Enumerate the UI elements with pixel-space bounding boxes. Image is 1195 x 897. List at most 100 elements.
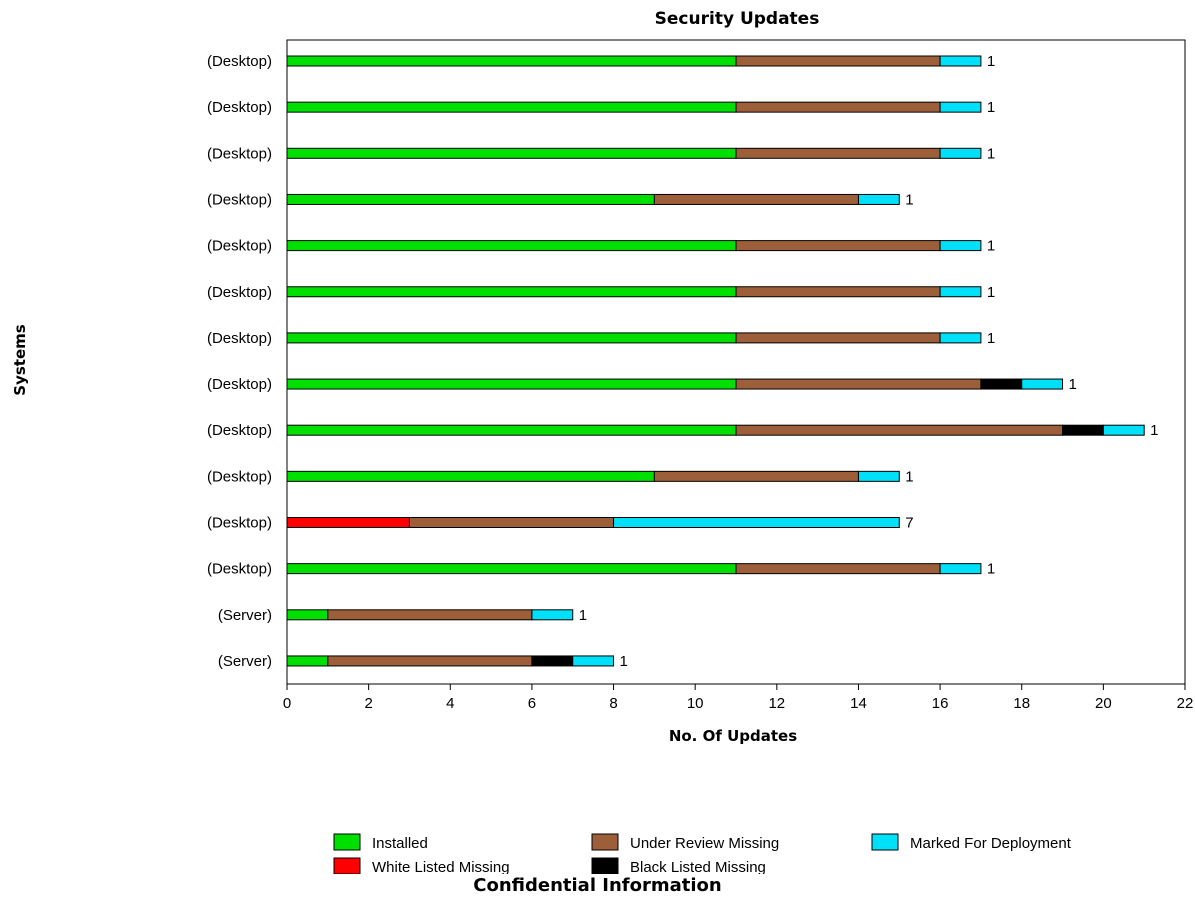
data-label: 1 [987, 53, 995, 70]
data-label: 1 [579, 607, 587, 624]
bar-segment-row-9-black-listed-missing [1062, 424, 1104, 436]
bar-segment-row-5-marked-for-deployment [939, 240, 982, 252]
bar-segment-row-2-under-review-missing [735, 101, 941, 113]
data-label: 1 [987, 284, 995, 301]
bar-segment-row-10-marked-for-deployment [857, 470, 900, 482]
category-label: (Desktop) [207, 191, 272, 208]
bar-segment-row-1-installed [286, 55, 737, 67]
x-tick-label: 22 [1177, 695, 1194, 712]
x-tick-label: 12 [768, 695, 785, 712]
bar-segment-row-3-marked-for-deployment [939, 147, 982, 159]
bar-segment-row-14-under-review-missing [327, 655, 533, 667]
x-tick-label: 10 [687, 695, 704, 712]
data-label: 1 [987, 99, 995, 116]
legend-label-marked-for-deployment: Marked For Deployment [910, 835, 1072, 852]
x-tick-label: 20 [1095, 695, 1112, 712]
bar-segment-row-10-under-review-missing [653, 470, 859, 482]
data-label: 7 [905, 515, 913, 532]
x-tick-label: 2 [364, 695, 372, 712]
bar-segment-row-11-under-review-missing [408, 517, 615, 528]
category-label: (Desktop) [207, 145, 272, 162]
category-label: (Desktop) [207, 515, 272, 532]
bar-segment-row-12-under-review-missing [735, 563, 941, 575]
bar-segment-row-3-installed [286, 147, 737, 159]
bar-segment-row-8-marked-for-deployment [1021, 378, 1064, 390]
bar-segment-row-7-marked-for-deployment [939, 332, 982, 344]
bar-segment-row-14-black-listed-missing [531, 655, 574, 667]
bar-segment-row-8-under-review-missing [735, 378, 982, 390]
category-label: (Desktop) [207, 561, 272, 578]
x-tick-label: 14 [850, 695, 867, 712]
data-label: 1 [987, 330, 995, 347]
bar-segment-row-6-installed [286, 286, 737, 298]
category-label: (Desktop) [207, 422, 272, 439]
bar-segment-row-6-marked-for-deployment [939, 286, 982, 298]
category-labels: (Desktop) (Desktop) (Desktop) (Desktop) (Des… [207, 53, 272, 670]
category-label: (Server) [218, 607, 272, 624]
bars-layer [286, 55, 1145, 667]
bar-segment-row-7-under-review-missing [735, 332, 941, 344]
bar-segment-row-8-black-listed-missing [980, 378, 1023, 390]
bar-segment-row-7-installed [286, 332, 737, 344]
legend-swatch-installed [333, 833, 361, 851]
bar-segment-row-11-marked-for-deployment [613, 517, 900, 528]
category-label: (Server) [218, 653, 272, 670]
bar-segment-row-14-marked-for-deployment [572, 655, 615, 667]
data-label: 1 [620, 653, 628, 670]
x-tick-label: 8 [609, 695, 617, 712]
bar-segment-row-9-under-review-missing [735, 424, 1064, 436]
legend-label-under-review-missing: Under Review Missing [630, 835, 779, 852]
data-label: 1 [1150, 422, 1158, 439]
x-axis-ticks: 0 2 4 6 8 10 12 14 16 18 20 22 [283, 684, 1194, 712]
bar-segment-row-1-marked-for-deployment [939, 55, 982, 67]
bar-segment-row-3-under-review-missing [735, 147, 941, 159]
legend-swatch-under-review-missing [591, 833, 619, 851]
x-tick-label: 16 [932, 695, 949, 712]
legend: Installed Under Review Missing Marked For … [320, 828, 1180, 874]
data-label: 1 [987, 145, 995, 162]
bar-segment-row-11-white-listed-missing [286, 517, 410, 528]
bar-segment-row-5-installed [286, 240, 737, 252]
bar-segment-row-13-installed [286, 609, 329, 621]
category-label: (Desktop) [207, 376, 272, 393]
bar-segment-row-4-marked-for-deployment [857, 193, 900, 205]
category-label: (Desktop) [207, 468, 272, 485]
x-tick-label: 18 [1013, 695, 1030, 712]
bar-segment-row-13-marked-for-deployment [531, 609, 574, 621]
data-label: 1 [1069, 376, 1077, 393]
legend-label-installed: Installed [372, 835, 428, 852]
bar-segment-row-14-installed [286, 655, 329, 667]
footer-confidential: Confidential Information [473, 875, 722, 896]
legend-label-black-listed-missing: Black Listed Missing [630, 859, 766, 874]
y-axis-title: Systems [11, 324, 29, 395]
bar-segment-row-1-under-review-missing [735, 55, 941, 67]
legend-swatch-white-listed-missing [333, 857, 361, 874]
bar-segment-row-4-under-review-missing [653, 193, 859, 205]
bar-segment-row-8-installed [286, 378, 737, 390]
bar-segment-row-6-under-review-missing [735, 286, 941, 298]
category-label: (Desktop) [207, 238, 272, 255]
x-axis-title: No. Of Updates [669, 727, 797, 745]
category-label: (Desktop) [207, 284, 272, 301]
bar-segment-row-13-under-review-missing [327, 609, 533, 621]
category-label: (Desktop) [207, 99, 272, 116]
bar-segment-row-9-installed [286, 424, 737, 436]
chart-title: Security Updates [655, 9, 820, 29]
data-label: 1 [987, 238, 995, 255]
x-tick-label: 0 [283, 695, 291, 712]
bar-segment-row-12-installed [286, 563, 737, 575]
bar-segment-row-5-under-review-missing [735, 240, 941, 252]
bar-segment-row-4-installed [286, 193, 655, 205]
bar-segment-row-10-installed [286, 470, 655, 482]
data-labels: 1 1 1 1 1 1 1 1 1 1 7 1 1 1 [579, 53, 1159, 670]
category-label: (Desktop) [207, 53, 272, 70]
bar-segment-row-9-marked-for-deployment [1102, 424, 1145, 436]
x-tick-label: 6 [528, 695, 536, 712]
bar-segment-row-12-marked-for-deployment [939, 563, 982, 575]
data-label: 1 [905, 191, 913, 208]
legend-swatch-marked-for-deployment [871, 833, 899, 851]
bar-segment-row-2-installed [286, 101, 737, 113]
plot-area-frame [286, 39, 1186, 685]
legend-swatch-black-listed-missing [591, 857, 619, 874]
